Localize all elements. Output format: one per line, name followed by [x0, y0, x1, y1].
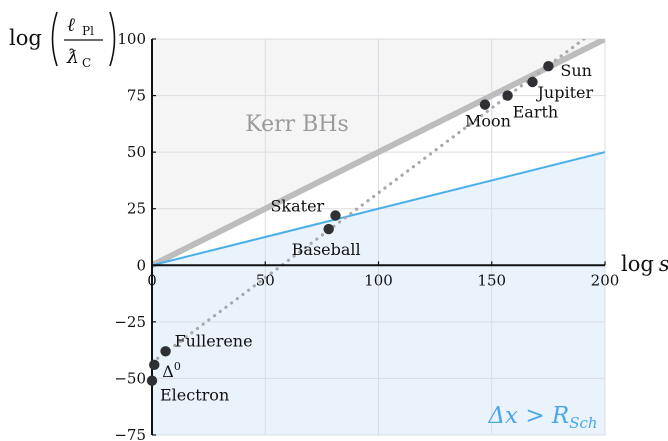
data-point	[323, 223, 334, 235]
chart-ticks: 0 50 100 150 200 −75 −50 −25 0 25 50 75 100	[114, 30, 619, 441]
y-axis-label: log ℓ Pl ƛ C	[9, 11, 116, 70]
y-tick-label: 75	[127, 87, 146, 105]
x-tick-label: 0	[147, 271, 157, 289]
data-label: Jupiter	[536, 83, 594, 102]
x-tick-label: 100	[364, 271, 393, 289]
data-point	[160, 346, 171, 357]
y-tick-label: −25	[114, 313, 146, 331]
data-point	[479, 99, 491, 110]
data-label: Fullerene	[175, 331, 253, 350]
region-label-kerr: Kerr BHs	[245, 112, 349, 137]
data-label: Skater	[270, 197, 324, 216]
chart-lines	[152, 39, 605, 365]
y-tick-label: 25	[127, 200, 146, 218]
region-label-dx: Δx > RSch	[487, 403, 597, 432]
y-tick-label: −50	[114, 369, 146, 387]
data-label: Δ0	[162, 360, 181, 381]
data-label: Sun	[560, 61, 592, 80]
data-point	[543, 60, 554, 72]
svg-text:C: C	[82, 56, 91, 70]
data-label: Electron	[160, 386, 229, 405]
chart-points: Electron Δ0 Fullerene Baseball Skater Moon Ear…	[146, 60, 594, 405]
data-point	[502, 90, 513, 101]
data-point	[146, 375, 158, 386]
data-point	[149, 359, 160, 371]
x-tick-label: 50	[256, 271, 275, 289]
data-point	[527, 76, 538, 88]
data-label: Baseball	[292, 240, 361, 259]
line-schwarzschild-boundary	[152, 151, 605, 267]
x-tick-label: 200	[591, 271, 620, 289]
data-label: Earth	[513, 103, 559, 122]
y-tick-label: 100	[117, 30, 146, 48]
svg-text:Pl: Pl	[82, 24, 94, 38]
data-point	[330, 210, 341, 221]
line-kerr-boundary	[152, 39, 605, 268]
svg-text:ƛ: ƛ	[66, 46, 79, 68]
y-tick-label: 0	[136, 256, 146, 274]
x-tick-label: 150	[477, 271, 506, 289]
y-tick-label: −75	[114, 426, 146, 441]
line-dotted-trend	[152, 39, 587, 365]
data-label: Moon	[465, 112, 511, 131]
svg-text:ℓ: ℓ	[67, 14, 75, 36]
x-axis-label: logs	[621, 252, 668, 276]
y-tick-label: 50	[127, 143, 146, 161]
svg-text:log: log	[9, 26, 42, 50]
